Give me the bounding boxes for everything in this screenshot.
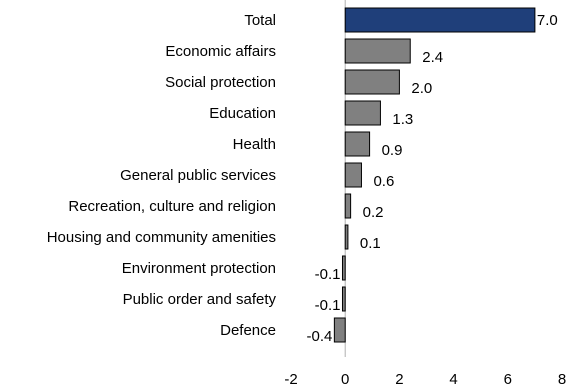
category-label-3: Education [209, 105, 276, 122]
category-label-4: Health [233, 136, 276, 153]
category-label-9: Public order and safety [123, 291, 277, 308]
bar-5 [344, 162, 362, 188]
x-tick-label-4: 6 [504, 371, 512, 386]
x-tick-label-0: -2 [284, 371, 297, 386]
data-label-7: 0.1 [360, 235, 381, 252]
bar-8 [341, 255, 346, 281]
data-label-2: 2.0 [411, 80, 432, 97]
category-label-7: Housing and community amenities [47, 229, 276, 246]
data-label-1: 2.4 [422, 49, 443, 66]
data-label-4: 0.9 [382, 142, 403, 159]
value-labels-group: 7.0 2.4 2.0 1.3 0.9 0.6 0.2 0.1 -0.1 -0.1 -0.4 [307, 12, 558, 345]
category-label-0: Total [244, 12, 276, 29]
x-tick-labels-group: -2 0 2 4 6 8 [284, 371, 566, 386]
x-tick-label-5: 8 [558, 371, 566, 386]
bar-4 [344, 131, 371, 157]
bar-0 [344, 7, 536, 33]
bar-2 [344, 69, 400, 95]
data-label-10: -0.4 [307, 328, 333, 345]
category-labels-group: Total Economic affairs Social protection Ed… [47, 12, 277, 339]
bar-7 [344, 224, 349, 250]
data-label-9: -0.1 [315, 297, 341, 314]
x-tick-label-2: 2 [395, 371, 403, 386]
bar-1 [344, 38, 411, 64]
x-tick-label-3: 4 [449, 371, 457, 386]
category-label-5: General public services [120, 167, 276, 184]
data-label-3: 1.3 [392, 111, 413, 128]
category-label-8: Environment protection [122, 260, 276, 277]
x-tick-label-1: 0 [341, 371, 349, 386]
bars-group [333, 7, 536, 343]
category-label-2: Social protection [165, 74, 276, 91]
data-label-0: 7.0 [537, 12, 558, 29]
category-label-6: Recreation, culture and religion [68, 198, 276, 215]
category-label-10: Defence [220, 322, 276, 339]
data-label-5: 0.6 [373, 173, 394, 190]
data-label-8: -0.1 [315, 266, 341, 283]
bar-10 [333, 317, 346, 343]
bar-3 [344, 100, 381, 126]
data-label-6: 0.2 [363, 204, 384, 221]
category-label-1: Economic affairs [165, 43, 276, 60]
bar-6 [344, 193, 352, 219]
bar-9 [341, 286, 346, 312]
